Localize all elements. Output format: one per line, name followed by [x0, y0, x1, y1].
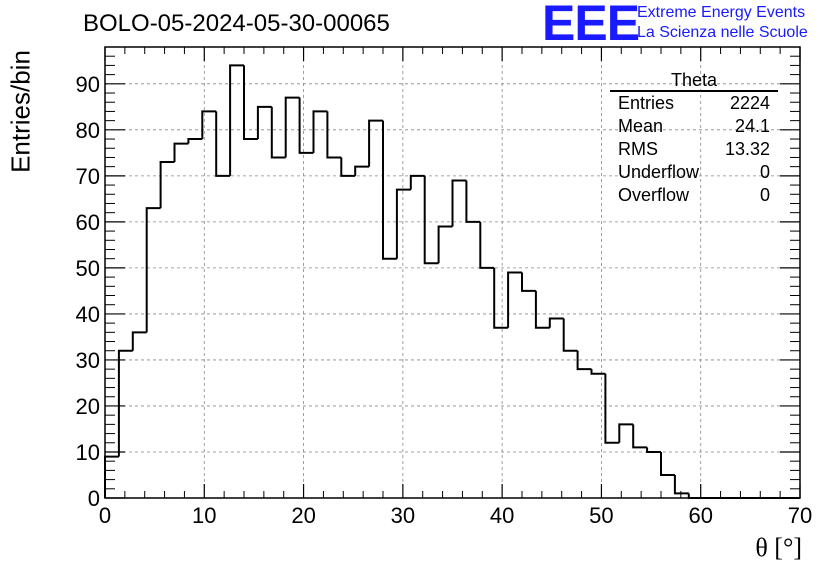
histogram-bin [382, 120, 397, 260]
x-tick-label: 10 [192, 503, 216, 528]
stats-title: Theta [610, 70, 778, 92]
stats-value: 0 [759, 162, 770, 182]
histogram-bin [576, 350, 592, 371]
stats-row-overflow: Overflow 0 [610, 184, 778, 207]
histogram-bin [326, 111, 342, 159]
y-axis-label: Entries/bin [5, 50, 36, 173]
histogram-bin [256, 105, 272, 140]
histogram-bin [187, 138, 203, 144]
histogram-bin [660, 451, 675, 476]
histogram-bin [548, 317, 564, 328]
histogram-bin [673, 474, 689, 495]
histogram-bin [215, 111, 231, 177]
logo-line-1: Extreme Energy Events [637, 4, 806, 21]
x-tick-label: 50 [589, 503, 613, 528]
histogram-bin [117, 349, 133, 457]
histogram-bin [354, 165, 370, 176]
x-tick-label: 60 [688, 503, 712, 528]
histogram-bin [465, 180, 481, 223]
plot-frame [104, 46, 801, 499]
logo-caption: Extreme Energy Events La Scienza nelle S… [637, 3, 808, 43]
logo-line-2: La Scienza nelle Scuole [637, 24, 808, 41]
histogram-bin [632, 424, 648, 449]
histogram-bin [243, 65, 258, 141]
x-tick-label: 30 [391, 503, 415, 528]
histogram-bin [368, 119, 383, 167]
y-tick-label: 70 [76, 164, 100, 189]
histogram-bin [479, 221, 495, 269]
x-axis-label: θ [°] [755, 533, 802, 562]
histogram-bin [409, 174, 425, 190]
stats-label: Overflow [618, 185, 690, 205]
stats-label: Underflow [618, 162, 700, 182]
histogram-bin [201, 110, 217, 140]
plot-title: BOLO-05-2024-05-30-00065 [83, 10, 390, 37]
stats-row-mean: Mean 24.1 [610, 115, 778, 138]
axis-ticks [104, 46, 801, 499]
histogram-bin [395, 188, 411, 259]
y-tick-label: 60 [76, 210, 100, 235]
histogram-bin [340, 157, 356, 177]
x-tick-label: 40 [490, 503, 514, 528]
stats-value: 0 [759, 185, 770, 205]
histogram-bin [437, 225, 453, 264]
eee-logo: EEE [542, 0, 640, 51]
x-tick-label: 20 [291, 503, 315, 528]
histogram-bin [521, 272, 536, 292]
histogram-bin [562, 318, 578, 352]
y-tick-label: 10 [76, 440, 100, 465]
histogram-bin [646, 447, 661, 453]
stats-row-entries: Entries 2224 [610, 92, 778, 115]
y-tick-label: 0 [88, 486, 100, 511]
stats-label: RMS [618, 139, 658, 159]
stats-row-rms: RMS 13.32 [610, 138, 778, 161]
histogram-bin [104, 455, 119, 498]
stats-label: Mean [618, 116, 664, 136]
x-tick-label: 70 [788, 503, 812, 528]
histogram-bin [131, 331, 147, 351]
histogram-bin [604, 373, 620, 444]
histogram-bin [590, 369, 606, 375]
stats-row-underflow: Underflow 0 [610, 161, 778, 184]
stats-value: 24.1 [734, 116, 770, 136]
histogram-bin [159, 161, 175, 209]
x-tick-label: 0 [99, 503, 111, 528]
y-tick-label: 40 [76, 302, 100, 327]
axis-tick-labels: 0 10 20 30 40 50 60 70 0 10 20 30 40 50 60 70 80 90 [76, 72, 813, 528]
y-tick-label: 90 [76, 72, 100, 97]
histogram-bin [423, 175, 439, 265]
histogram-bin [451, 179, 467, 227]
histogram-bin [270, 106, 286, 159]
stats-value: 2224 [729, 93, 770, 113]
stats-box: Theta Entries 2224 Mean 24.1 RMS 13.32 U… [610, 70, 778, 207]
histogram-bin [145, 207, 161, 333]
histogram-bin [618, 423, 634, 443]
y-tick-label: 50 [76, 256, 100, 281]
histogram-bin [284, 96, 300, 158]
histogram-series [104, 64, 800, 499]
histogram-bin [312, 110, 328, 153]
y-tick-label: 20 [76, 394, 100, 419]
stats-value: 13.32 [724, 139, 770, 159]
histogram-bin [507, 271, 522, 328]
stats-label: Entries [618, 93, 675, 113]
histogram-bin [173, 142, 189, 163]
histogram-bin [298, 97, 314, 154]
histogram-bin [493, 267, 509, 329]
y-tick-label: 80 [76, 118, 100, 143]
histogram-bin [534, 290, 550, 329]
y-tick-label: 30 [76, 348, 100, 373]
histogram-bin [229, 64, 244, 176]
